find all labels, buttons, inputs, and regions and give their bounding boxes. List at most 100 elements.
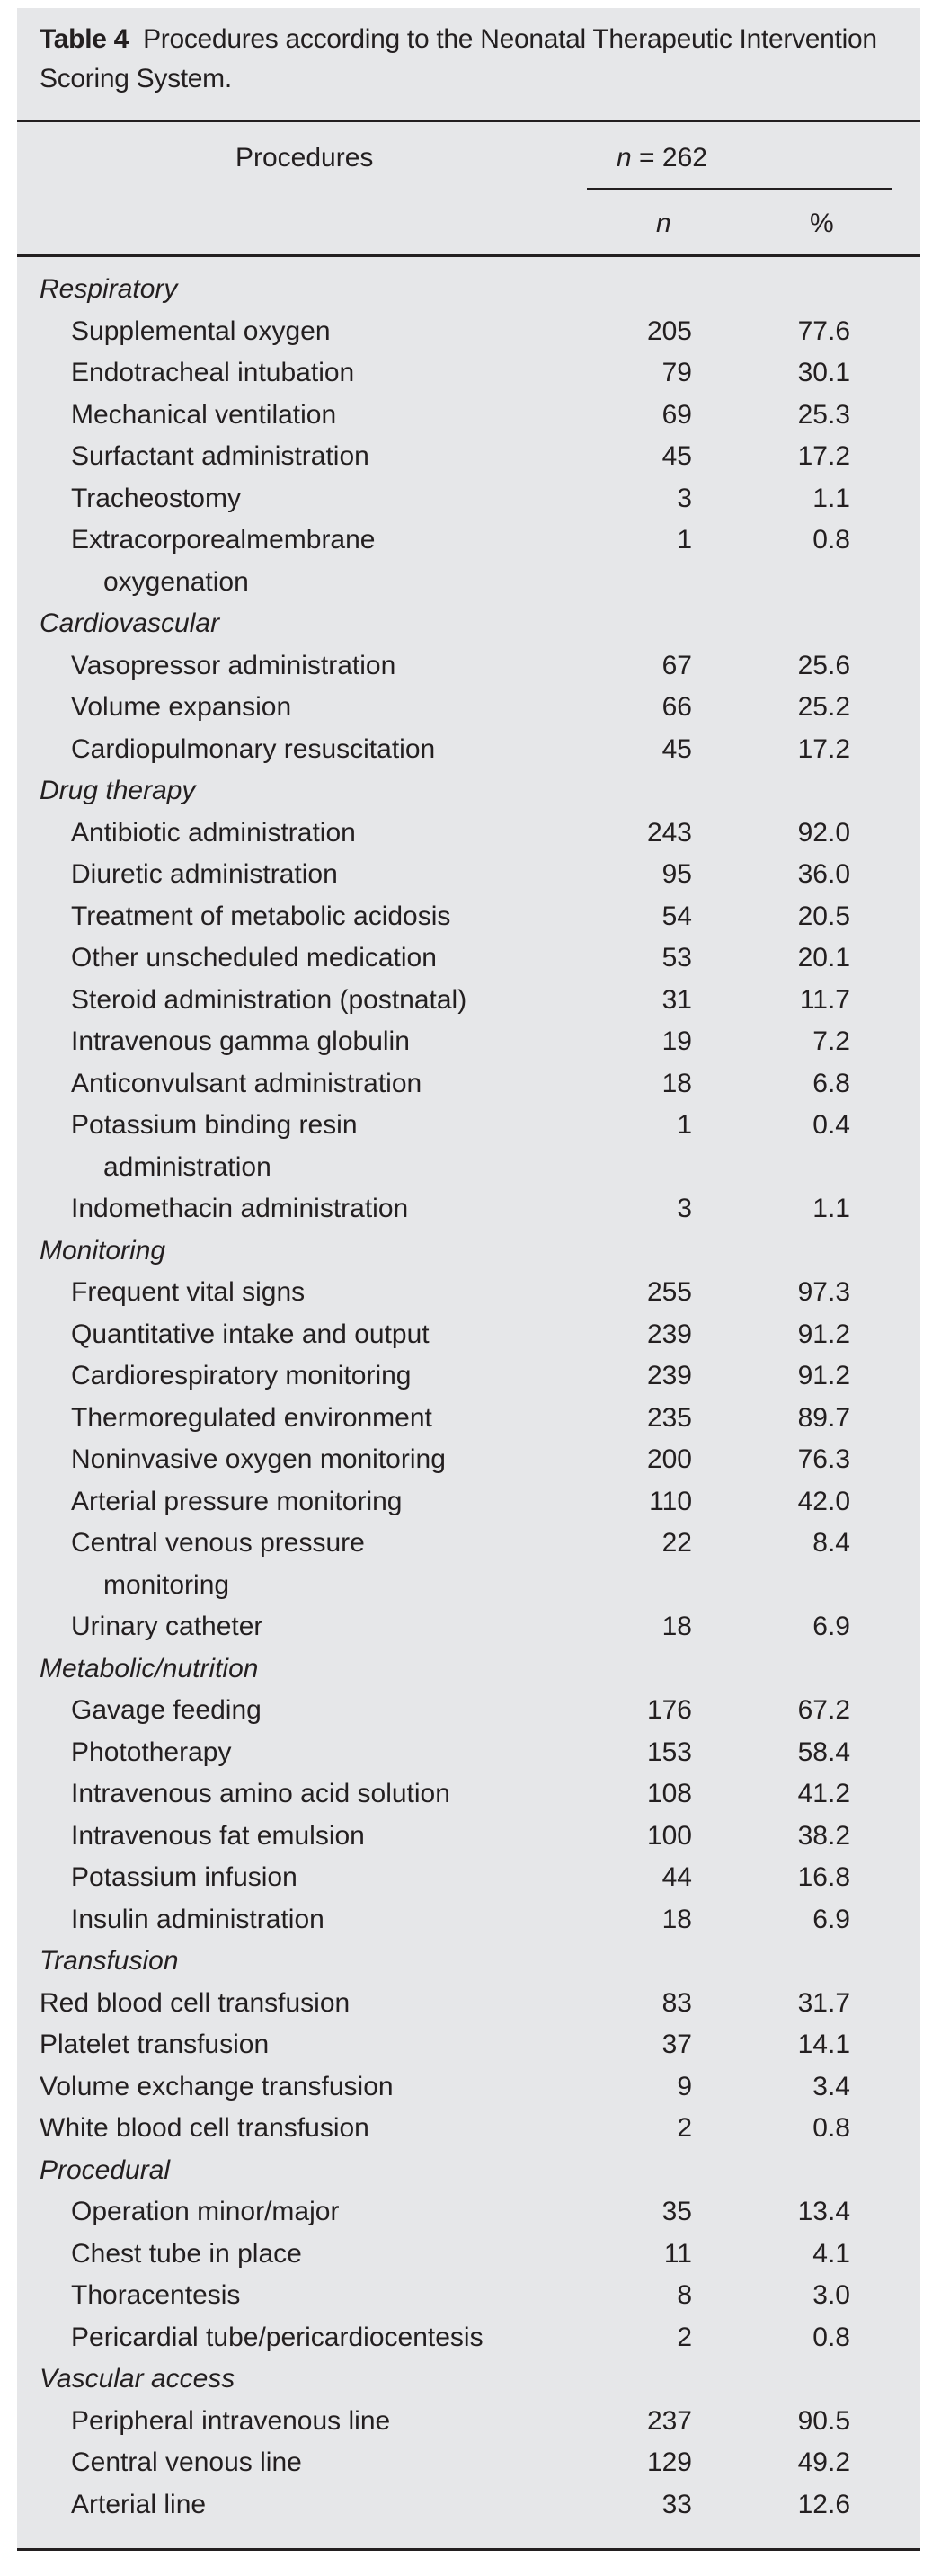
table-body: Respiratory Supplemental oxygen 205 77.6 End… [17, 269, 920, 2526]
count-value: 3 [677, 1194, 692, 1223]
percent-value: 6.9 [812, 1904, 850, 1934]
table-row: Central venous pressure monitoring 22 8.4 [17, 1523, 920, 1606]
percent-value: 14.1 [797, 2030, 850, 2059]
count-value: 239 [646, 1319, 692, 1349]
count-value: 1 [677, 525, 692, 555]
count-value: 69 [661, 399, 692, 430]
percent-value: 92.0 [797, 817, 850, 848]
table-row: Indomethacin administration 3 1.1 [17, 1188, 920, 1230]
count-value: 95 [661, 859, 692, 889]
procedure-label: Pericardial tube/pericardiocentesis [71, 2322, 484, 2352]
table-row: Volume expansion 66 25.2 [17, 687, 920, 729]
percent-value: 97.3 [797, 1277, 850, 1307]
procedure-label: Arterial line [71, 2489, 207, 2519]
count-value: 22 [661, 1528, 692, 1558]
count-value: 108 [646, 1779, 692, 1808]
spanner-rule [587, 188, 892, 190]
procedure-label: Endotracheal intubation [71, 358, 355, 387]
procedure-label: Extracorporealmembrane oxygenation [71, 525, 376, 597]
table-row: Thoracentesis 8 3.0 [17, 2275, 920, 2317]
procedure-label: Other unscheduled medication [71, 943, 437, 973]
procedure-label: Central venous line [71, 2447, 302, 2477]
percent-value: 67.2 [797, 1695, 850, 1725]
table-row: Phototherapy 153 58.4 [17, 1732, 920, 1774]
count-value: 237 [646, 2405, 692, 2436]
table-row: Antibiotic administration 243 92.0 [17, 813, 920, 855]
percent-value: 38.2 [797, 1820, 850, 1851]
table-row: Gavage feeding 176 67.2 [17, 1690, 920, 1732]
percent-value: 1.1 [812, 483, 850, 513]
procedure-label: White blood cell transfusion [40, 2113, 369, 2143]
count-value: 129 [646, 2447, 692, 2477]
table-row: Volume exchange transfusion 9 3.4 [17, 2066, 920, 2109]
percent-value: 0.8 [812, 525, 850, 555]
count-value: 110 [649, 1486, 692, 1516]
section-heading: Procedural [40, 2154, 171, 2185]
count-value: 31 [661, 984, 692, 1015]
count-value: 19 [661, 1026, 692, 1056]
count-value: 54 [661, 901, 692, 931]
procedure-label: Vasopressor administration [71, 650, 396, 680]
count-value: 18 [661, 1612, 692, 1641]
table-row: Cardiorespiratory monitoring 239 91.2 [17, 1355, 920, 1398]
procedure-label: Volume expansion [71, 692, 292, 722]
count-value: 37 [661, 2030, 692, 2059]
table-row: Intravenous amino acid solution 108 41.2 [17, 1773, 920, 1816]
procedure-label: Cardiopulmonary resuscitation [71, 733, 436, 764]
procedure-label: Noninvasive oxygen monitoring [71, 1444, 446, 1474]
section-heading: Monitoring [40, 1235, 166, 1266]
percent-value: 91.2 [797, 1319, 850, 1349]
percent-value: 20.5 [797, 901, 850, 931]
table-panel [17, 8, 920, 2550]
header-procedures: Procedures [235, 143, 374, 173]
percent-value: 0.8 [812, 2322, 850, 2352]
percent-value: 17.2 [797, 441, 850, 471]
table-row: Tracheostomy 3 1.1 [17, 478, 920, 520]
count-value: 153 [646, 1737, 692, 1767]
procedure-label: Treatment of metabolic acidosis [71, 901, 451, 931]
table-row: Noninvasive oxygen monitoring 200 76.3 [17, 1439, 920, 1481]
percent-value: 41.2 [797, 1779, 850, 1808]
procedure-label: Mechanical ventilation [71, 399, 337, 430]
n-symbol: n [617, 143, 632, 173]
percent-value: 16.8 [797, 1862, 850, 1892]
header-n-total: n = 262 [617, 140, 707, 176]
count-value: 18 [661, 1068, 692, 1098]
percent-value: 8.4 [812, 1528, 850, 1558]
count-value: 176 [646, 1695, 692, 1725]
percent-value: 4.1 [812, 2238, 850, 2269]
percent-value: 89.7 [797, 1402, 850, 1433]
table-row: Diuretic administration 95 36.0 [17, 854, 920, 896]
procedure-label: Platelet transfusion [40, 2030, 270, 2059]
percent-value: 7.2 [812, 1026, 850, 1056]
procedure-label: Antibiotic administration [71, 817, 356, 848]
table-row: Red blood cell transfusion 83 31.7 [17, 1983, 920, 2025]
count-value: 235 [646, 1402, 692, 1433]
table-row: Frequent vital signs 255 97.3 [17, 1272, 920, 1314]
count-value: 11 [663, 2238, 692, 2269]
count-value: 1 [677, 1110, 692, 1140]
percent-value: 25.2 [797, 692, 850, 722]
table-row: Steroid administration (postnatal) 31 11.7 [17, 980, 920, 1022]
percent-value: 6.9 [812, 1612, 850, 1641]
table-row: Intravenous fat emulsion 100 38.2 [17, 1816, 920, 1858]
procedure-label: Intravenous amino acid solution [71, 1779, 450, 1808]
table-row: Arterial line 33 12.6 [17, 2484, 920, 2527]
count-value: 2 [677, 2113, 692, 2143]
table-title: Procedures according to the Neonatal The… [40, 24, 877, 93]
procedure-label: Quantitative intake and output [71, 1319, 430, 1349]
table-row: Supplemental oxygen 205 77.6 [17, 311, 920, 353]
table-row: Pericardial tube/pericardiocentesis 2 0.8 [17, 2317, 920, 2359]
percent-value: 12.6 [797, 2489, 850, 2519]
percent-value: 25.3 [797, 399, 850, 430]
table-caption: Table 4 Procedures according to the Neona… [40, 20, 884, 99]
table-row: Operation minor/major 35 13.4 [17, 2191, 920, 2234]
table-row: Potassium binding resin administration 1 0… [17, 1105, 920, 1188]
count-value: 8 [677, 2280, 692, 2310]
percent-value: 58.4 [797, 1737, 850, 1767]
table-row: Surfactant administration 45 17.2 [17, 436, 920, 478]
procedure-label: Thoracentesis [71, 2280, 241, 2310]
table-row: Treatment of metabolic acidosis 54 20.5 [17, 896, 920, 938]
procedure-label: Anticonvulsant administration [71, 1068, 422, 1098]
table-row: Chest tube in place 11 4.1 [17, 2234, 920, 2276]
